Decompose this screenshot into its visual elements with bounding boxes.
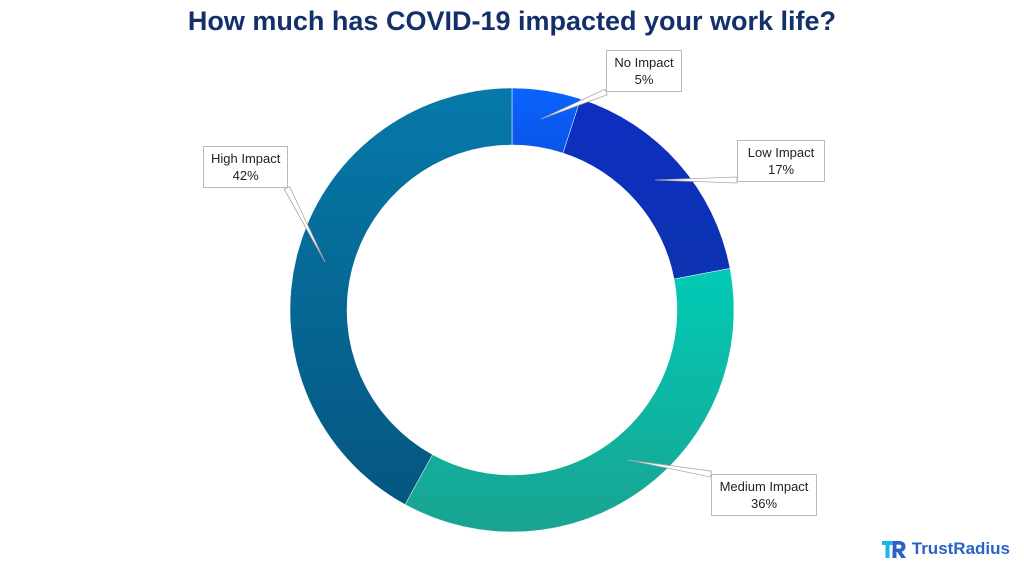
slice-value: 36% [750,496,778,511]
trustradius-mark-icon [881,541,906,558]
slice-label: Medium Impact [719,479,809,494]
slice-high-impact [289,87,513,505]
slice-value: 17% [767,162,795,177]
data-label-no-impact: No Impact 5% [606,50,682,92]
data-label-medium-impact: Medium Impact 36% [711,474,817,516]
slice-label: Low Impact [747,145,815,160]
brand-name: TrustRadius [911,539,1010,558]
slice-low-impact [562,98,731,280]
slice-medium-impact [404,268,735,533]
slice-value: 5% [634,72,654,87]
data-label-high-impact: High Impact 42% [203,146,289,188]
slice-value: 42% [232,168,259,183]
leader-line-high-impact [283,186,326,263]
trustradius-logo: TrustRadius [881,538,1010,560]
data-label-low-impact: Low Impact 17% [737,140,825,182]
leader-line-no-impact [540,88,608,120]
slice-label: No Impact [614,55,674,70]
chart-title: How much has COVID-19 impacted your work… [187,6,837,36]
slice-label: High Impact [211,151,281,166]
